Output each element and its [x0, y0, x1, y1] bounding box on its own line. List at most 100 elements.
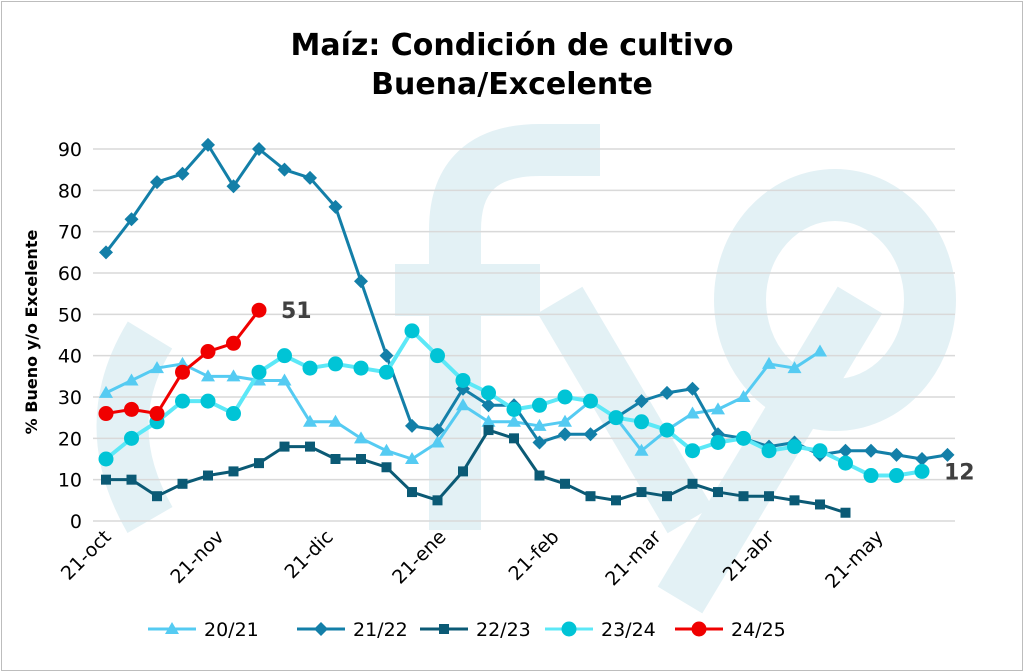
data-point	[200, 344, 216, 360]
data-point	[738, 491, 749, 502]
data-point	[889, 447, 904, 462]
data-point	[177, 478, 188, 489]
data-point	[532, 435, 547, 450]
data-label: 51	[281, 299, 312, 324]
data-point	[685, 406, 700, 419]
data-point	[201, 137, 215, 152]
data-point	[356, 454, 366, 464]
chart-title-line1: Maíz: Condición de cultivo	[291, 28, 734, 63]
data-point	[481, 398, 496, 413]
data-point	[634, 394, 649, 409]
data-point	[330, 454, 341, 464]
y-tick-label: 50	[58, 304, 82, 326]
data-point	[254, 458, 264, 469]
data-point	[711, 402, 725, 415]
data-point	[815, 499, 825, 510]
data-point	[430, 423, 445, 438]
data-point	[99, 245, 113, 260]
data-point	[532, 418, 547, 431]
legend-label: 21/22	[353, 619, 408, 641]
data-point	[583, 393, 598, 409]
data-point	[585, 491, 596, 502]
data-point	[328, 414, 343, 427]
data-point	[787, 361, 802, 374]
data-point	[557, 389, 573, 405]
x-tick-label: 21-oct	[57, 526, 116, 585]
data-point	[915, 452, 929, 466]
data-point	[226, 369, 241, 382]
legend-item: 20/21	[148, 619, 259, 641]
data-point	[608, 410, 624, 426]
data-point	[685, 381, 700, 396]
data-point	[634, 443, 649, 456]
data-point	[226, 335, 241, 351]
legend-label: 22/23	[476, 619, 531, 641]
data-point	[583, 427, 598, 442]
legend-label: 23/24	[601, 619, 656, 641]
data-point	[404, 323, 420, 339]
data-point	[200, 393, 216, 409]
series-22-23	[101, 425, 851, 518]
chart-title-line2: Buena/Excelente	[371, 67, 653, 102]
data-point	[481, 414, 496, 427]
data-point	[481, 385, 496, 401]
data-point	[840, 507, 851, 518]
data-point	[838, 455, 853, 471]
data-point	[634, 414, 649, 430]
x-tick-label: 21-dic	[280, 526, 337, 583]
data-point	[175, 166, 190, 181]
data-point	[764, 491, 774, 502]
data-point	[203, 470, 213, 481]
data-point	[381, 462, 392, 473]
data-point	[314, 622, 328, 636]
data-point	[149, 406, 165, 422]
data-point	[509, 433, 519, 444]
data-point	[838, 443, 853, 458]
data-point	[98, 406, 114, 422]
data-point	[558, 427, 572, 442]
x-tick-label: 21-ene	[388, 526, 451, 589]
data-point	[124, 430, 139, 446]
data-point	[124, 373, 139, 386]
data-point	[328, 356, 343, 372]
data-point	[560, 478, 570, 489]
data-point	[98, 451, 114, 467]
data-point	[277, 373, 292, 386]
data-point	[353, 360, 369, 376]
annotations: 51 12	[281, 299, 975, 485]
data-point	[506, 401, 522, 417]
data-point	[691, 621, 707, 637]
data-point	[226, 179, 241, 194]
data-point	[277, 348, 292, 364]
data-point	[787, 439, 802, 455]
data-point	[126, 474, 137, 485]
data-point	[305, 441, 315, 452]
y-tick-label: 0	[70, 511, 82, 533]
x-tick-label: 21-may	[821, 526, 888, 593]
data-point	[165, 622, 179, 634]
data-point	[713, 487, 723, 498]
data-point	[789, 495, 800, 506]
data-point	[889, 468, 904, 484]
y-tick-label: 80	[58, 180, 82, 202]
y-tick-label: 70	[58, 222, 82, 244]
data-point	[251, 302, 267, 318]
data-point	[813, 344, 827, 357]
data-point	[226, 406, 241, 422]
data-point	[761, 443, 777, 459]
data-point	[507, 414, 521, 427]
data-point	[456, 398, 470, 411]
data-point	[710, 434, 726, 450]
data-point	[302, 360, 318, 376]
legend-item: 22/23	[420, 619, 531, 641]
data-point	[150, 175, 164, 190]
data-point	[687, 478, 698, 489]
data-point	[483, 425, 494, 436]
data-point	[379, 348, 394, 363]
data-point	[405, 452, 419, 464]
series-20-21	[99, 344, 827, 464]
data-point	[432, 495, 443, 506]
series-group	[98, 137, 955, 518]
data-point	[101, 474, 111, 485]
